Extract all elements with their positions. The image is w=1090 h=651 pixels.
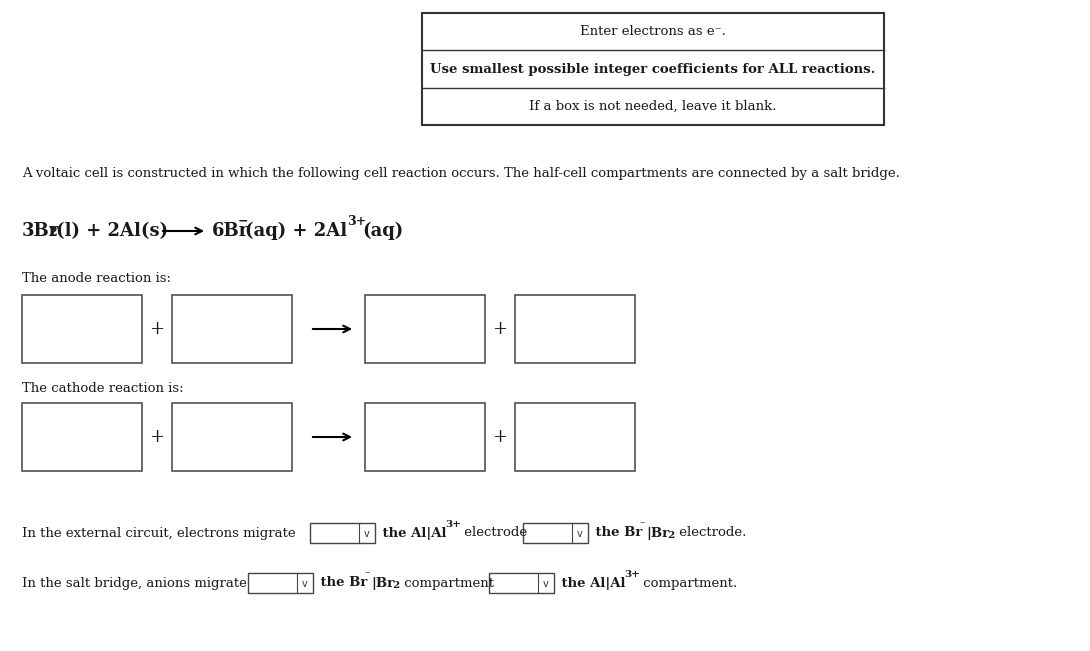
Text: Enter electrons as e⁻.: Enter electrons as e⁻. <box>580 25 726 38</box>
Text: A voltaic cell is constructed in which the following cell reaction occurs. The h: A voltaic cell is constructed in which t… <box>22 167 900 180</box>
Text: 3Br: 3Br <box>22 222 59 240</box>
Text: Use smallest possible integer coefficients for ALL reactions.: Use smallest possible integer coefficien… <box>431 62 875 76</box>
Text: In the external circuit, electrons migrate: In the external circuit, electrons migra… <box>22 527 295 540</box>
Text: If a box is not needed, leave it blank.: If a box is not needed, leave it blank. <box>530 100 777 113</box>
Text: 2: 2 <box>392 581 399 590</box>
Bar <box>310 523 375 543</box>
Text: The anode reaction is:: The anode reaction is: <box>22 273 171 286</box>
Text: +: + <box>149 428 165 446</box>
Text: +: + <box>493 428 508 446</box>
Text: the Al|Al: the Al|Al <box>557 577 626 590</box>
Bar <box>22 295 142 363</box>
Text: +: + <box>149 320 165 338</box>
Text: |Br: |Br <box>371 577 395 590</box>
Bar <box>22 403 142 471</box>
Text: electrode.: electrode. <box>675 527 747 540</box>
Text: −: − <box>238 215 249 228</box>
Text: compartment.: compartment. <box>639 577 737 590</box>
Text: (l) + 2Al(s): (l) + 2Al(s) <box>56 222 168 240</box>
Text: v: v <box>364 529 370 539</box>
Text: v: v <box>543 579 549 589</box>
Text: The cathode reaction is:: The cathode reaction is: <box>22 381 183 395</box>
Text: +: + <box>493 320 508 338</box>
Text: electrode: electrode <box>460 527 528 540</box>
Bar <box>422 13 884 125</box>
Text: the Br: the Br <box>591 527 642 540</box>
Bar <box>514 403 635 471</box>
Text: 6Br: 6Br <box>211 222 250 240</box>
Text: v: v <box>302 579 307 589</box>
Text: 2: 2 <box>667 531 675 540</box>
Text: ⁻: ⁻ <box>639 520 644 529</box>
Bar <box>365 403 485 471</box>
Text: 3+: 3+ <box>623 570 640 579</box>
Bar <box>172 295 292 363</box>
Text: |Br: |Br <box>646 527 669 540</box>
Bar <box>514 295 635 363</box>
Text: 3+: 3+ <box>445 520 461 529</box>
Bar <box>489 573 554 593</box>
Text: 2: 2 <box>48 226 57 239</box>
Text: ⁻: ⁻ <box>364 570 370 579</box>
Text: v: v <box>577 529 583 539</box>
Bar <box>249 573 313 593</box>
Bar <box>523 523 588 543</box>
Text: (aq) + 2Al: (aq) + 2Al <box>245 222 347 240</box>
Text: compartment: compartment <box>400 577 494 590</box>
Bar <box>172 403 292 471</box>
Bar <box>365 295 485 363</box>
Text: 3+: 3+ <box>347 215 366 228</box>
Text: (aq): (aq) <box>362 222 403 240</box>
Text: the Al|Al: the Al|Al <box>378 527 447 540</box>
Text: the Br: the Br <box>316 577 367 590</box>
Text: In the salt bridge, anions migrate: In the salt bridge, anions migrate <box>22 577 246 590</box>
